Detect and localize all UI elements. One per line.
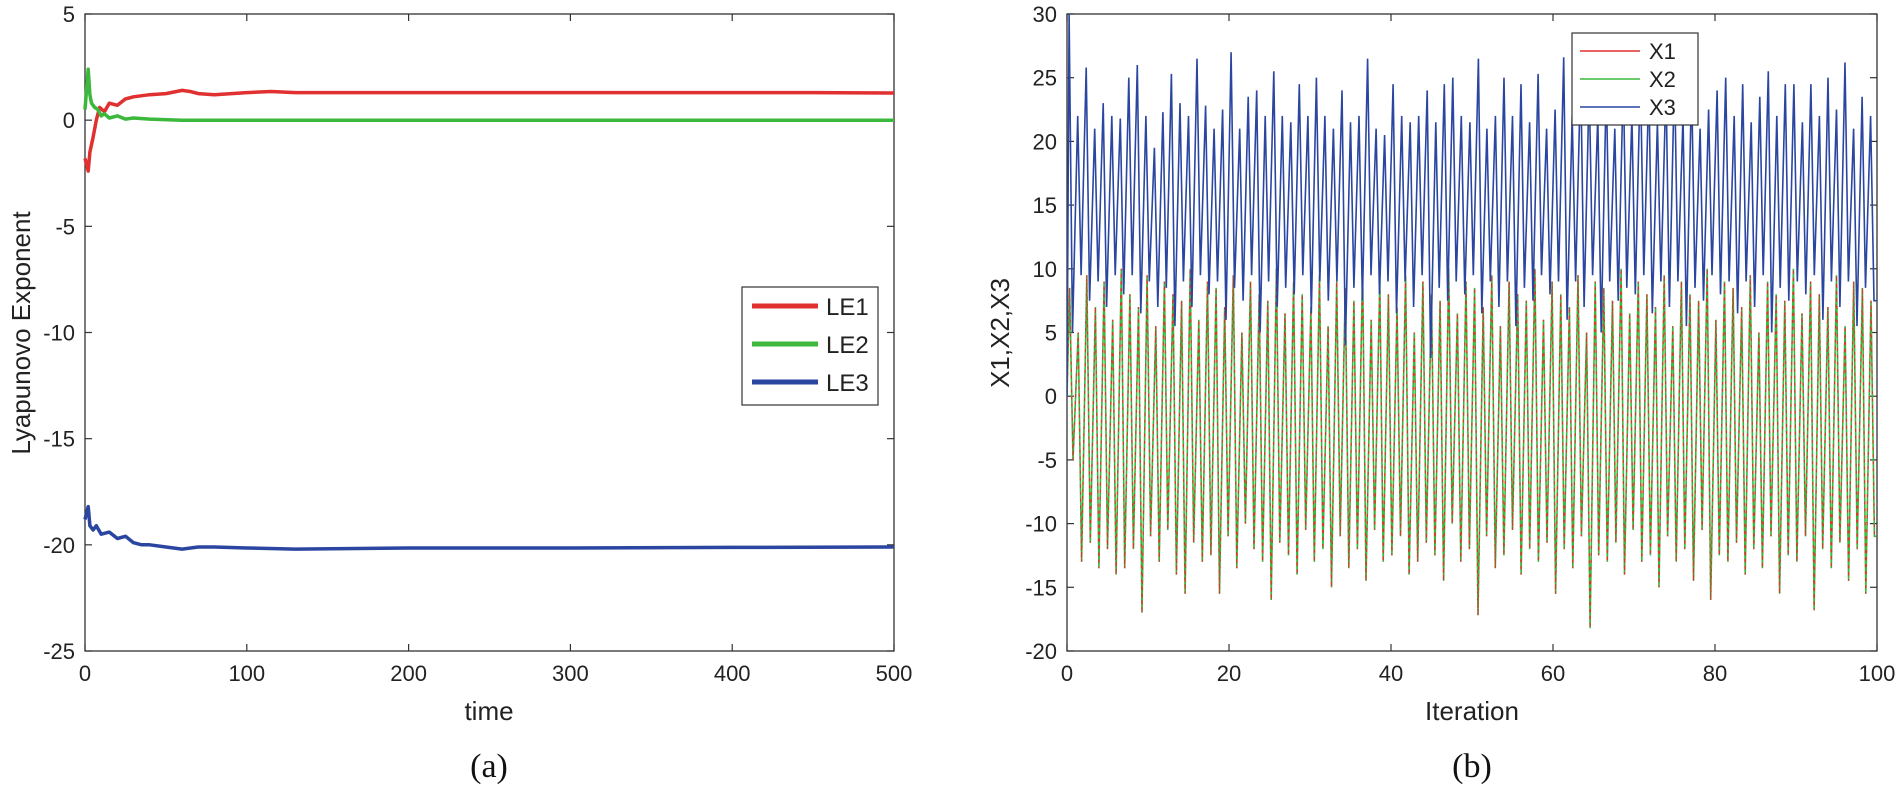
y-tick-label: -5 bbox=[1037, 448, 1057, 473]
series-line-le2 bbox=[83, 67, 894, 122]
legend-label-x3: X3 bbox=[1649, 95, 1676, 120]
legend: LE1 LE2 LE3 bbox=[741, 286, 879, 406]
y-tick-label: -15 bbox=[1025, 575, 1057, 600]
x-tick-label: 100 bbox=[228, 661, 265, 686]
x-tick-label: 300 bbox=[552, 661, 589, 686]
y-tick-label: -20 bbox=[1025, 639, 1057, 664]
legend-label-le3: LE3 bbox=[826, 370, 869, 397]
y-tick-label: 5 bbox=[1045, 321, 1057, 346]
x-tick-label: 400 bbox=[714, 661, 751, 686]
x-axis-ticks: 0 20 40 60 80 100 bbox=[1061, 14, 1895, 686]
y-axis-label: Lyapunovo Exponent bbox=[6, 211, 36, 455]
legend-label-le2: LE2 bbox=[826, 332, 869, 359]
legend: X1 X2 X3 bbox=[1571, 32, 1699, 126]
y-tick-label: 0 bbox=[63, 108, 75, 133]
y-tick-label: -10 bbox=[1025, 512, 1057, 537]
x-tick-label: 60 bbox=[1541, 661, 1565, 686]
series-line-x1 bbox=[1067, 268, 1877, 629]
x-tick-label: 500 bbox=[876, 661, 913, 686]
legend-label-le1: LE1 bbox=[826, 294, 869, 321]
y-tick-label: -25 bbox=[43, 639, 75, 664]
x-tick-label: 20 bbox=[1217, 661, 1241, 686]
panel-label-b: (b) bbox=[1452, 748, 1492, 785]
y-tick-label: 0 bbox=[1045, 384, 1057, 409]
x-axis-label: Iteration bbox=[1425, 696, 1519, 726]
y-tick-label: -20 bbox=[43, 533, 75, 558]
y-tick-label: -15 bbox=[43, 427, 75, 452]
x-tick-label: 100 bbox=[1859, 661, 1896, 686]
series-line-le1 bbox=[83, 88, 895, 173]
y-tick-label: 10 bbox=[1033, 257, 1057, 282]
y-tick-label: 25 bbox=[1033, 66, 1057, 91]
y-tick-label: -5 bbox=[55, 214, 75, 239]
x-tick-label: 40 bbox=[1379, 661, 1403, 686]
chart-state-variables: 30 25 20 15 10 5 0 -5 -10 -15 -20 0 20 40 60 80 100 X1,… bbox=[985, 2, 1895, 726]
y-tick-label: 30 bbox=[1033, 2, 1057, 27]
x-tick-label: 200 bbox=[390, 661, 427, 686]
series-line-le3 bbox=[83, 504, 895, 551]
y-tick-label: 20 bbox=[1033, 129, 1057, 154]
y-tick-label: 5 bbox=[63, 2, 75, 27]
x-axis-ticks: 0 100 200 300 400 500 bbox=[79, 14, 912, 686]
panel-label-a: (a) bbox=[470, 748, 508, 785]
x-tick-label: 80 bbox=[1703, 661, 1727, 686]
chart-lyapunov-exponent: 5 0 -5 -10 -15 -20 -25 0 100 200 300 400 500 Lyapun… bbox=[6, 2, 912, 726]
series-lines bbox=[83, 67, 895, 551]
y-tick-label: -10 bbox=[43, 321, 75, 346]
x-axis-label: time bbox=[464, 696, 513, 726]
y-axis-ticks: 5 0 -5 -10 -15 -20 -25 bbox=[43, 2, 894, 664]
y-axis-label: X1,X2,X3 bbox=[985, 278, 1015, 388]
legend-label-x1: X1 bbox=[1649, 39, 1676, 64]
y-tick-label: 15 bbox=[1033, 193, 1057, 218]
x-tick-label: 0 bbox=[79, 661, 91, 686]
x-tick-label: 0 bbox=[1061, 661, 1073, 686]
series-lines bbox=[1067, 14, 1877, 629]
legend-label-x2: X2 bbox=[1649, 67, 1676, 92]
series-line-x3 bbox=[1067, 14, 1877, 397]
